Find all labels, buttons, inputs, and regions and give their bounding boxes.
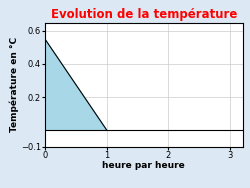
Title: Evolution de la température: Evolution de la température <box>50 8 237 21</box>
Polygon shape <box>45 39 107 130</box>
Y-axis label: Température en °C: Température en °C <box>10 37 19 132</box>
X-axis label: heure par heure: heure par heure <box>102 161 185 170</box>
